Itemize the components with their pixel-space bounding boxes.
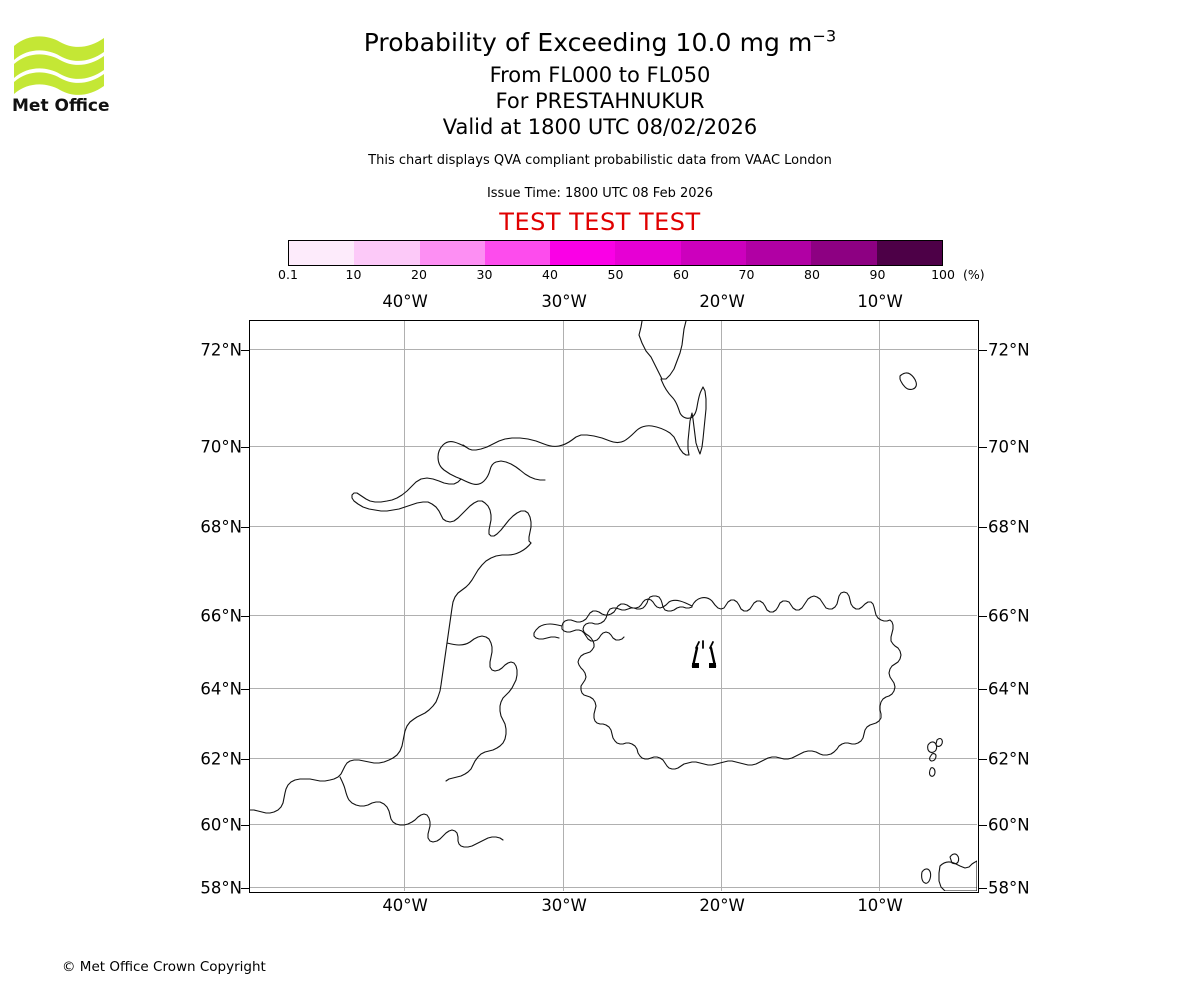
greenland-nw-inner — [460, 460, 546, 485]
lat-label-right-72°N: 72°N — [988, 340, 1030, 360]
volcano-subtitle: For PRESTAHNUKUR — [495, 89, 705, 113]
probability-colorbar: 0.1 10 20 30 40 50 60 70 80 90 100 — [278, 240, 955, 282]
colorbar-band-80-90 — [811, 241, 877, 265]
lat-tick-left-58°N — [241, 888, 249, 889]
colorbar-band-60-70 — [680, 241, 747, 265]
colorbar-tick-0.1: 0.1 — [278, 267, 298, 282]
lon-label-top-40°W: 40°W — [382, 292, 428, 311]
lat-tick-right-60°N — [979, 825, 987, 826]
title-exponent: −3 — [812, 26, 837, 46]
faroe-islands — [927, 737, 943, 777]
lat-label-left-62°N: 62°N — [200, 749, 242, 769]
lat-tick-left-70°N — [241, 447, 249, 448]
greenland-nw-fjords — [351, 441, 532, 544]
lat-tick-right-68°N — [979, 527, 987, 528]
lat-tick-right-64°N — [979, 689, 987, 690]
lat-tick-right-62°N — [979, 759, 987, 760]
lat-tick-left-68°N — [241, 527, 249, 528]
lon-label-top-30°W: 30°W — [541, 292, 587, 311]
logo-waves — [14, 36, 104, 95]
met-office-logo: Met Office — [12, 26, 110, 114]
lat-label-left-64°N: 64°N — [200, 679, 242, 699]
copyright-notice: © Met Office Crown Copyright — [62, 959, 266, 975]
lat-tick-left-60°N — [241, 825, 249, 826]
lat-label-left-70°N: 70°N — [200, 437, 242, 457]
lon-label-bottom-20°W: 20°W — [699, 896, 745, 915]
lat-tick-left-64°N — [241, 689, 249, 690]
coastlines — [250, 321, 977, 891]
colorbar-tick-20: 20 — [411, 267, 427, 282]
lat-label-right-68°N: 68°N — [988, 517, 1030, 537]
lat-label-right-70°N: 70°N — [988, 437, 1030, 457]
lat-label-left-58°N: 58°N — [200, 878, 242, 898]
lat-tick-left-62°N — [241, 759, 249, 760]
colorbar-tick-40: 40 — [542, 267, 558, 282]
shetland-and-scotland — [921, 853, 977, 891]
colorbar-band-40-50 — [550, 241, 616, 265]
colorbar-band-30-40 — [484, 241, 551, 265]
map-gridlines — [250, 321, 977, 891]
page-title: Probability of Exceeding 10.0 mg m−3 — [0, 27, 1200, 59]
lat-tick-right-58°N — [979, 888, 987, 889]
greenland-sw-coast — [250, 542, 532, 814]
lat-label-left-68°N: 68°N — [200, 517, 242, 537]
colorbar-band-70-80 — [746, 241, 812, 265]
lat-tick-left-72°N — [241, 350, 249, 351]
colorbar-tick-60: 60 — [673, 267, 689, 282]
lon-label-top-10°W: 10°W — [857, 292, 903, 311]
colorbar-tick-10: 10 — [345, 267, 362, 282]
title-text: Probability of Exceeding 10.0 mg m — [363, 28, 813, 57]
greenland-coastline — [638, 321, 687, 380]
colorbar-band-0.1-10 — [289, 241, 355, 265]
logo-wordmark: Met Office — [12, 96, 110, 114]
lat-label-left-72°N: 72°N — [200, 340, 242, 360]
lat-tick-left-66°N — [241, 616, 249, 617]
map-canvas — [250, 321, 977, 891]
flight-level-subtitle: From FL000 to FL050 — [489, 63, 711, 87]
colorbar-band-20-30 — [419, 241, 485, 265]
lat-label-left-60°N: 60°N — [200, 815, 242, 835]
iceland-westfjords — [561, 598, 693, 642]
greenland-south-coast-east — [445, 635, 518, 782]
lat-label-right-62°N: 62°N — [988, 749, 1030, 769]
map-plot-area[interactable] — [249, 320, 979, 893]
compliance-note: This chart displays QVA compliant probab… — [368, 153, 832, 168]
lon-label-bottom-30°W: 30°W — [541, 896, 587, 915]
colorbar-unit-label: (%) — [963, 267, 985, 282]
chart-title-block: Probability of Exceeding 10.0 mg m−3 Fro… — [0, 0, 1200, 237]
colorbar-tick-70: 70 — [738, 267, 755, 282]
colorbar-tick-30: 30 — [476, 267, 493, 282]
lat-tick-right-72°N — [979, 350, 987, 351]
colorbar-tick-50: 50 — [607, 267, 624, 282]
lat-label-right-58°N: 58°N — [988, 878, 1030, 898]
lat-label-left-66°N: 66°N — [200, 606, 242, 626]
lat-label-right-64°N: 64°N — [988, 679, 1030, 699]
lat-tick-right-70°N — [979, 447, 987, 448]
colorbar-band-90-100 — [876, 241, 942, 265]
jan-mayen — [899, 372, 917, 390]
colorbar-band-10-20 — [354, 241, 420, 265]
iceland-nw-peninsula-detail — [533, 623, 563, 640]
valid-time-subtitle: Valid at 1800 UTC 08/02/2026 — [442, 115, 758, 139]
volcano-marker-prestahnukur — [691, 640, 717, 668]
lon-label-bottom-40°W: 40°W — [382, 896, 428, 915]
lat-label-right-60°N: 60°N — [988, 815, 1030, 835]
lat-tick-right-66°N — [979, 616, 987, 617]
colorbar-tick-80: 80 — [804, 267, 820, 282]
greenland-east-coast — [462, 378, 707, 456]
colorbar-bands — [288, 240, 943, 266]
colorbar-tick-100: 100 — [931, 267, 955, 282]
issue-time: Issue Time: 1800 UTC 08 Feb 2026 — [486, 186, 714, 201]
colorbar-tick-labels: 0.1 10 20 30 40 50 60 70 80 90 100 — [278, 267, 955, 283]
lat-label-right-66°N: 66°N — [988, 606, 1030, 626]
lon-label-bottom-10°W: 10°W — [857, 896, 903, 915]
colorbar-tick-90: 90 — [869, 267, 886, 282]
iceland-coastline — [577, 591, 902, 770]
colorbar-band-50-60 — [615, 241, 681, 265]
greenland-south-tip — [339, 776, 504, 848]
test-banner: TEST TEST TEST — [499, 208, 701, 236]
lon-label-top-20°W: 20°W — [699, 292, 745, 311]
